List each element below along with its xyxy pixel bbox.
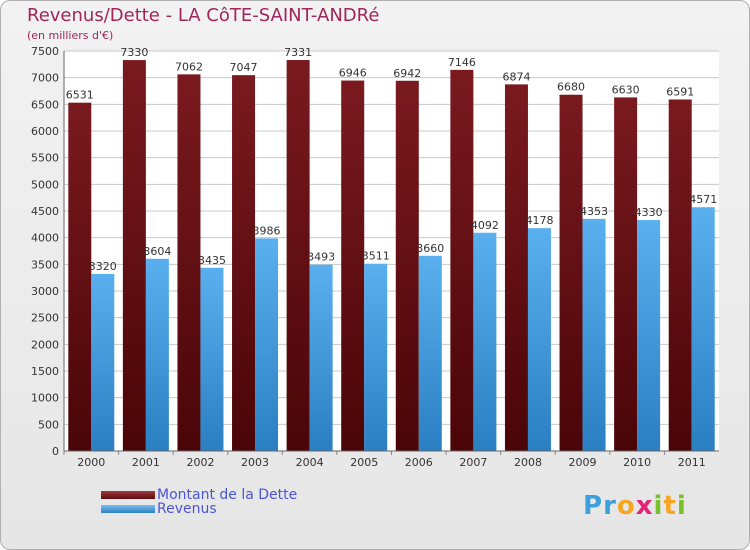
bar-dette	[286, 60, 310, 451]
y-tick-label: 4000	[31, 232, 59, 245]
data-label-dette: 7330	[120, 46, 148, 59]
bar-dette	[177, 74, 201, 452]
x-tick-label: 2000	[77, 456, 105, 469]
logo-letter: i	[653, 491, 664, 521]
y-tick-label: 6500	[31, 98, 59, 111]
data-label-revenus: 4353	[580, 205, 608, 218]
bar-revenus	[309, 264, 333, 451]
bar-dette	[450, 69, 474, 451]
bar-dette	[68, 102, 92, 452]
logo-letter: r	[603, 491, 617, 521]
y-tick-label: 2000	[31, 338, 59, 351]
plot-area	[64, 51, 719, 451]
data-label-revenus: 3493	[307, 251, 335, 264]
bar-dette	[232, 75, 256, 451]
logo-letter: i	[676, 491, 687, 521]
bar-revenus	[582, 218, 606, 451]
bar-revenus	[200, 267, 224, 451]
x-tick-label: 2004	[296, 456, 324, 469]
bar-dette	[614, 97, 638, 452]
bar-dette	[341, 80, 365, 452]
bar-dette	[395, 80, 419, 451]
y-tick-label: 6000	[31, 125, 59, 138]
legend-label-dette: Montant de la Dette	[157, 487, 298, 503]
proxiti-logo: Proxiti	[583, 491, 687, 521]
data-label-revenus: 4571	[689, 193, 717, 206]
data-label-dette: 7047	[230, 61, 258, 74]
legend-item-dette: Montant de la Dette	[101, 487, 297, 503]
legend-swatch-revenus	[101, 505, 155, 513]
bar-revenus	[637, 220, 661, 451]
data-label-revenus: 4330	[635, 206, 663, 219]
y-tick-label: 1000	[31, 392, 59, 405]
logo-letter: x	[635, 491, 654, 521]
y-tick-label: 7500	[31, 45, 59, 58]
x-tick-label: 2011	[678, 456, 706, 469]
data-label-revenus: 3320	[89, 260, 117, 273]
bar-revenus	[145, 258, 169, 451]
x-tick-label: 2007	[459, 456, 487, 469]
y-tick-label: 5500	[31, 152, 59, 165]
data-label-dette: 6591	[666, 85, 694, 98]
logo-letter: P	[583, 491, 604, 521]
data-label-revenus: 3604	[143, 245, 171, 258]
y-tick-label: 1500	[31, 365, 59, 378]
data-label-revenus: 4178	[525, 214, 553, 227]
y-tick-label: 4500	[31, 205, 59, 218]
bar-revenus	[91, 273, 115, 451]
x-tick-label: 2005	[350, 456, 378, 469]
logo-letter: t	[663, 491, 677, 521]
x-tick-label: 2002	[186, 456, 214, 469]
bar-revenus	[418, 255, 442, 451]
bar-revenus	[255, 238, 279, 451]
x-tick-label: 2008	[514, 456, 542, 469]
x-tick-label: 2010	[623, 456, 651, 469]
data-label-dette: 6531	[66, 89, 94, 102]
data-label-revenus: 3986	[253, 224, 281, 237]
data-label-revenus: 3511	[362, 250, 390, 263]
chart-subtitle: (en milliers d'€)	[27, 29, 114, 42]
bar-dette	[668, 99, 692, 451]
x-tick-label: 2001	[132, 456, 160, 469]
y-tick-label: 7000	[31, 72, 59, 85]
data-label-dette: 6874	[502, 70, 530, 83]
x-tick-label: 2009	[569, 456, 597, 469]
chart-title: Revenus/Dette - LA CôTE-SAINT-ANDRé	[27, 5, 380, 26]
bar-dette	[504, 84, 528, 452]
legend-swatch-dette	[101, 491, 155, 499]
y-tick-label: 500	[38, 418, 59, 431]
x-tick-label: 2006	[405, 456, 433, 469]
y-tick-label: 3500	[31, 258, 59, 271]
logo-letter: o	[616, 491, 636, 521]
bar-revenus	[691, 207, 715, 451]
legend-label-revenus: Revenus	[157, 501, 217, 517]
bar-revenus	[527, 228, 551, 451]
y-tick-label: 3000	[31, 285, 59, 298]
data-label-revenus: 3660	[416, 242, 444, 255]
data-label-dette: 6946	[339, 67, 367, 80]
legend-item-revenus: Revenus	[101, 501, 217, 517]
data-label-dette: 7062	[175, 60, 203, 73]
bar-dette	[122, 60, 146, 452]
data-label-dette: 7331	[284, 46, 312, 59]
data-label-dette: 6680	[557, 81, 585, 94]
data-label-revenus: 3435	[198, 254, 226, 267]
bar-revenus	[364, 263, 388, 451]
bar-dette	[559, 94, 583, 451]
data-label-dette: 7146	[448, 56, 476, 69]
data-label-dette: 6630	[612, 83, 640, 96]
data-label-dette: 6942	[393, 67, 421, 80]
y-tick-label: 0	[52, 445, 59, 458]
x-tick-label: 2003	[241, 456, 269, 469]
y-tick-label: 5000	[31, 178, 59, 191]
data-label-revenus: 4092	[471, 219, 499, 232]
y-tick-label: 2500	[31, 312, 59, 325]
bar-revenus	[473, 232, 497, 451]
